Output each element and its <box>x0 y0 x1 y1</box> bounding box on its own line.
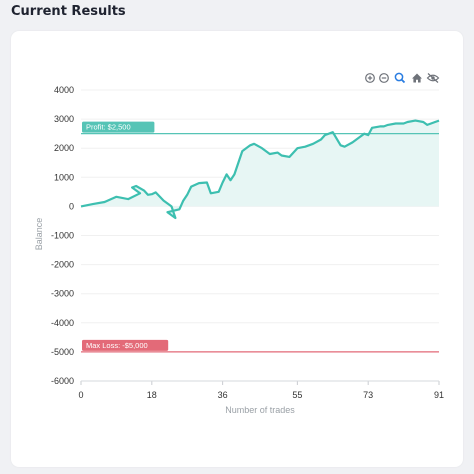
x-tick-label: 73 <box>363 390 373 400</box>
series-line <box>80 119 440 220</box>
y-ticks: 4000 3000 2000 1000 0 -1000 -2000 -3000 -4000 -50… <box>51 85 74 386</box>
chart-toolbar <box>365 72 440 84</box>
y-tick-label: 4000 <box>54 85 74 95</box>
x-ticks: 0 18 36 55 73 91 <box>78 380 444 400</box>
profit-label-box <box>82 121 155 133</box>
series-area-fill <box>81 120 439 218</box>
x-axis-title: Number of trades <box>225 405 295 415</box>
series-area <box>81 120 439 218</box>
y-tick-label: 2000 <box>54 143 74 153</box>
x-tick-label: 18 <box>147 390 157 400</box>
y-tick-label: -2000 <box>51 260 74 270</box>
y-tick-label: 0 <box>69 201 74 211</box>
y-tick-label: -6000 <box>51 376 74 386</box>
y-tick-label: 3000 <box>54 114 74 124</box>
page-title: Current Results <box>11 4 126 19</box>
eye-off-icon[interactable] <box>426 73 440 83</box>
loss-label-box <box>82 339 169 351</box>
zoom-in-icon[interactable] <box>365 73 375 83</box>
x-tick-label: 91 <box>434 390 444 400</box>
profit-label: Profit: $2,500 <box>86 123 131 132</box>
y-tick-label: -4000 <box>51 318 74 328</box>
x-tick-label: 36 <box>218 390 228 400</box>
reference-lines: Profit: $2,500 Max Loss: -$5,000 <box>81 121 439 353</box>
balance-line <box>80 119 440 220</box>
zoom-select-icon[interactable] <box>394 72 406 84</box>
y-tick-label: -3000 <box>51 289 74 299</box>
x-tick-label: 55 <box>292 390 302 400</box>
loss-label: Max Loss: -$5,000 <box>86 341 148 350</box>
y-tick-label: -5000 <box>51 347 74 357</box>
y-axis-title: Balance <box>34 218 44 251</box>
y-tick-label: 1000 <box>54 172 74 182</box>
chart-card <box>11 31 463 467</box>
zoom-out-icon[interactable] <box>379 73 389 83</box>
y-tick-label: -1000 <box>51 231 74 241</box>
x-tick-label: 0 <box>78 390 83 400</box>
home-icon[interactable] <box>412 73 422 83</box>
